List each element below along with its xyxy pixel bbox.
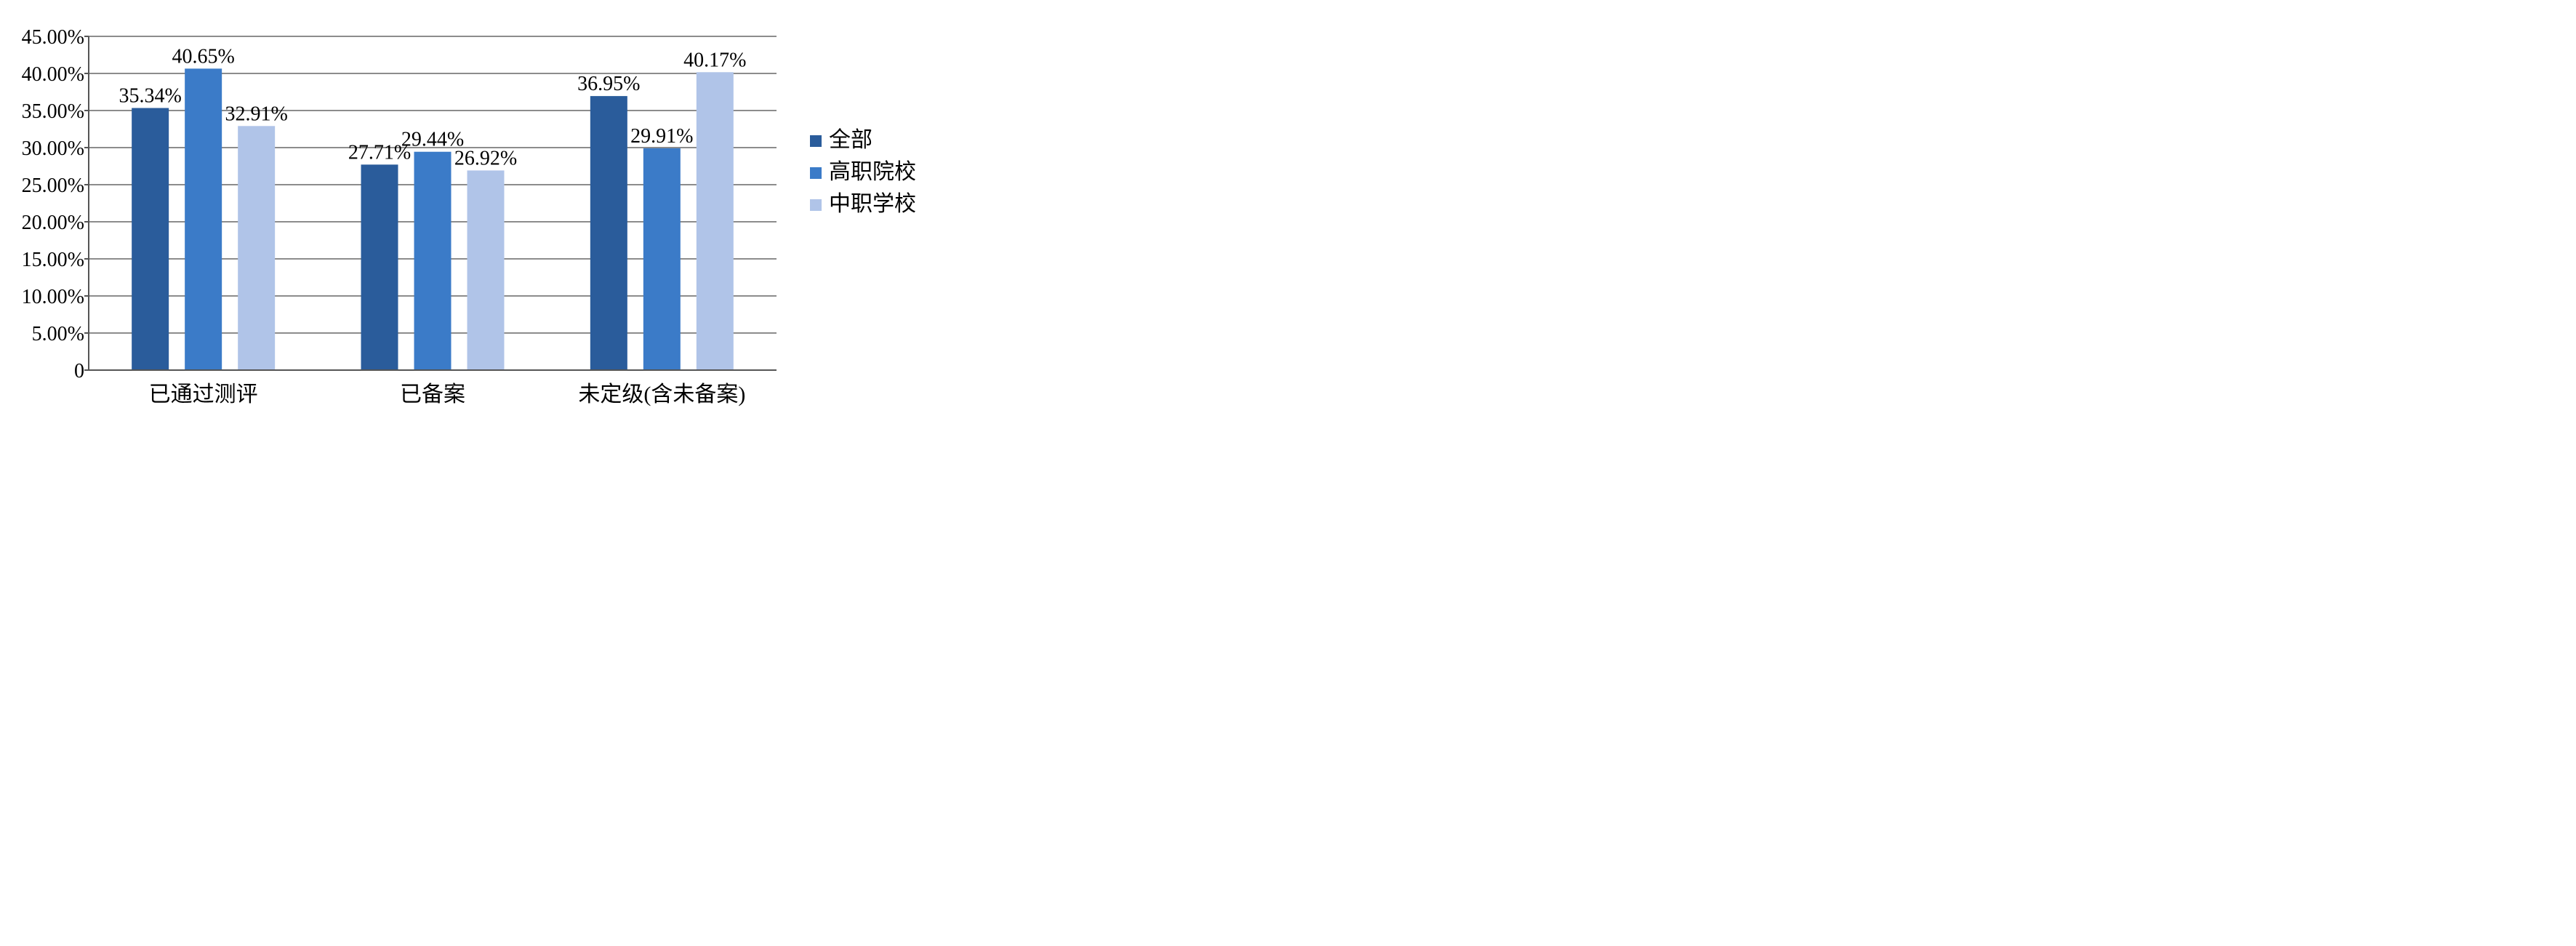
x-category-label: 未定级(含未备案) [578, 382, 745, 406]
bar [361, 164, 398, 370]
bar [238, 126, 276, 370]
data-label: 40.65% [172, 45, 235, 68]
legend-swatch [810, 167, 822, 179]
data-label: 29.44% [401, 129, 464, 151]
legend-label: 全部 [829, 128, 872, 152]
data-labels: 35.34% 40.65% 32.91% 27.71%29.44%26.92% 36.9… [119, 45, 747, 169]
data-label: 29.91% [630, 125, 693, 148]
bar [696, 72, 734, 371]
y-tick-label: 20.00% [22, 212, 84, 234]
data-label: 35.34% [119, 85, 182, 108]
bar [590, 96, 627, 371]
bar [132, 108, 169, 371]
legend-swatch [810, 199, 822, 211]
legend-label: 中职学校 [829, 192, 916, 216]
y-tick-label: 25.00% [22, 175, 84, 197]
bar [414, 151, 452, 370]
y-tick-label: 45.00% [22, 26, 84, 49]
y-tick-label: 40.00% [22, 63, 84, 86]
y-tick-label: 5.00% [32, 323, 84, 345]
bar-chart: 0 5.00% 10.00% 15.00% 20.00% 25.00% 30.00% 35.0… [22, 26, 916, 406]
x-category-label: 已通过测评 [149, 382, 258, 406]
bar [467, 170, 505, 370]
data-label: 40.17% [683, 49, 746, 71]
x-axis-category-labels: 已通过测评 已备案 未定级(含未备案) [149, 382, 746, 406]
data-label: 36.95% [577, 73, 640, 95]
legend-swatch [810, 135, 822, 147]
data-label: 26.92% [454, 147, 517, 169]
x-category-label: 已备案 [400, 382, 465, 406]
y-tick-label: 15.00% [22, 249, 84, 271]
data-label: 32.91% [225, 103, 288, 125]
data-label: 27.71% [348, 141, 411, 164]
y-tick-label: 35.00% [22, 100, 84, 123]
legend-label: 高职院校 [829, 160, 916, 184]
bar [185, 68, 222, 371]
bar [643, 148, 681, 370]
y-tick-label: 10.00% [22, 286, 84, 308]
y-tick-label: 30.00% [22, 137, 84, 160]
y-tick-label: 0 [74, 360, 84, 382]
bars [132, 68, 734, 371]
y-axis-tick-labels: 0 5.00% 10.00% 15.00% 20.00% 25.00% 30.00% 35.0… [22, 26, 84, 382]
